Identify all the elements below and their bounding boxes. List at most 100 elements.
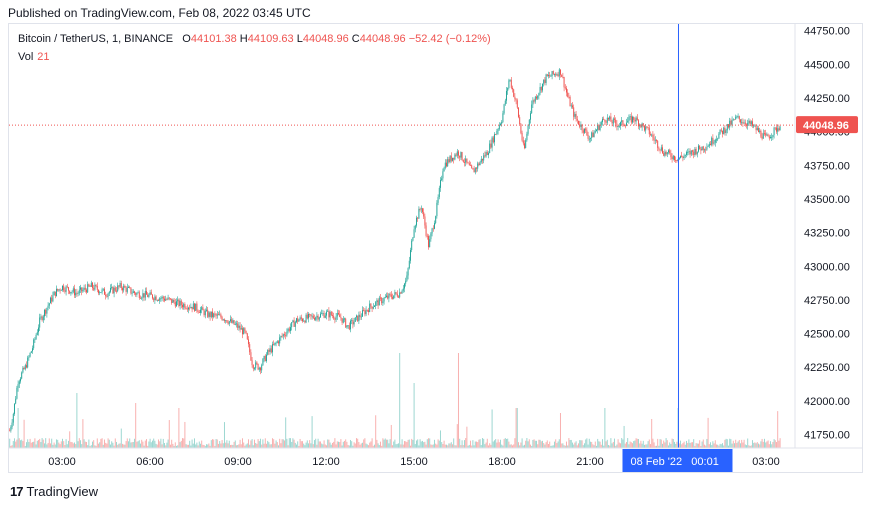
symbol-label[interactable]: Bitcoin / TetherUS, 1, BINANCE bbox=[18, 33, 174, 45]
volume-bar bbox=[593, 445, 595, 448]
tradingview-logo-icon[interactable]: 17 bbox=[10, 484, 24, 499]
time-tick-label: 03:00 bbox=[752, 456, 780, 468]
candle-body bbox=[295, 318, 297, 322]
volume-bar bbox=[437, 439, 439, 448]
volume-bar bbox=[150, 442, 152, 448]
volume-bar bbox=[657, 438, 659, 448]
volume-bar bbox=[521, 438, 523, 448]
volume-bar bbox=[678, 443, 680, 448]
candle-body bbox=[600, 122, 602, 125]
candle-body bbox=[768, 136, 770, 139]
volume-bar bbox=[347, 444, 349, 448]
candle-body bbox=[19, 378, 21, 382]
chart-frame[interactable]: 44750.0044500.0044250.0044000.0043750.00… bbox=[8, 23, 863, 473]
candle-body bbox=[340, 317, 342, 319]
high-value: 44109.63 bbox=[247, 33, 294, 45]
candle-body bbox=[297, 318, 299, 322]
candle-body bbox=[293, 320, 295, 327]
candle-body bbox=[79, 287, 81, 290]
volume-bar bbox=[730, 439, 732, 448]
candle-body bbox=[556, 74, 558, 76]
candle-body bbox=[241, 328, 243, 335]
volume-bar bbox=[193, 438, 195, 448]
volume-bar bbox=[141, 439, 143, 448]
candle-body bbox=[505, 90, 507, 101]
candle-body bbox=[715, 139, 717, 141]
volume-bar bbox=[775, 442, 777, 448]
volume-bar bbox=[118, 443, 120, 448]
price-chart[interactable]: 44750.0044500.0044250.0044000.0043750.00… bbox=[9, 24, 862, 472]
candle-body bbox=[37, 327, 39, 333]
candle-body bbox=[475, 167, 477, 169]
volume-bar bbox=[310, 443, 312, 448]
candle-body bbox=[149, 292, 151, 295]
volume-bar bbox=[349, 439, 351, 448]
volume-bar bbox=[89, 445, 91, 448]
volume-bar bbox=[762, 441, 764, 448]
candle-body bbox=[507, 87, 509, 91]
volume-bar bbox=[216, 439, 218, 448]
volume-bar bbox=[12, 441, 14, 448]
candle-body bbox=[499, 123, 501, 126]
volume-bar bbox=[315, 438, 317, 448]
volume-bar bbox=[681, 444, 683, 448]
candle-body bbox=[157, 300, 159, 301]
candle-body bbox=[137, 292, 139, 294]
volume-bar bbox=[69, 431, 71, 448]
candle-body bbox=[745, 124, 747, 126]
candle-body bbox=[682, 156, 684, 159]
volume-bar bbox=[519, 445, 521, 448]
candle-body bbox=[101, 289, 103, 293]
volume-bar bbox=[215, 439, 217, 448]
candle-body bbox=[232, 320, 234, 323]
candle-body bbox=[624, 125, 626, 127]
volume-bar bbox=[525, 440, 527, 448]
volume-bar bbox=[316, 444, 318, 448]
candle-body bbox=[671, 157, 673, 160]
candle-body bbox=[47, 305, 49, 308]
candle-body bbox=[592, 132, 594, 138]
volume-bar bbox=[498, 442, 500, 448]
time-axis[interactable]: 03:00 06:00 09:00 12:00 15:00 18:00 21:00 03:00 bbox=[48, 456, 780, 468]
volume-bar bbox=[442, 444, 444, 448]
price-tick-label: 42500.00 bbox=[804, 329, 850, 341]
volume-bar bbox=[666, 440, 668, 448]
candle-body bbox=[589, 137, 591, 139]
candle-body bbox=[545, 74, 547, 83]
candle-body bbox=[351, 320, 353, 321]
volume-bar bbox=[16, 439, 18, 448]
volume-bar bbox=[774, 440, 776, 448]
price-axis[interactable]: 44750.0044500.0044250.0044000.0043750.00… bbox=[804, 26, 850, 442]
candle-body bbox=[217, 314, 219, 316]
volume-bar bbox=[466, 426, 468, 448]
volume-label[interactable]: Vol bbox=[18, 51, 34, 63]
candle-body bbox=[708, 143, 710, 147]
candle-body bbox=[337, 312, 339, 315]
candle-body bbox=[459, 155, 461, 158]
candle-body bbox=[621, 120, 623, 123]
volume-bar bbox=[64, 445, 66, 448]
volume-bar bbox=[227, 443, 229, 448]
volume-bar bbox=[366, 444, 368, 448]
volume-bar bbox=[245, 444, 247, 448]
volume-bar bbox=[665, 438, 667, 448]
volume-bar bbox=[589, 441, 591, 448]
volume-bar bbox=[384, 438, 386, 448]
candle-body bbox=[133, 291, 135, 294]
volume-bar bbox=[382, 438, 384, 448]
volume-value: 21 bbox=[37, 51, 50, 63]
volume-bar bbox=[457, 353, 459, 448]
candle-body bbox=[286, 331, 288, 336]
volume-bar bbox=[429, 438, 431, 448]
volume-bar bbox=[599, 441, 601, 448]
volume-bar bbox=[616, 444, 618, 448]
volume-bar bbox=[119, 443, 121, 448]
tradingview-brand[interactable]: TradingView bbox=[26, 484, 99, 499]
candle-body bbox=[90, 282, 92, 287]
candle-body bbox=[237, 323, 239, 328]
candle-body bbox=[721, 130, 723, 134]
volume-bar bbox=[291, 441, 293, 448]
volume-bar bbox=[672, 439, 674, 448]
volume-bar bbox=[65, 439, 67, 448]
volume-bar bbox=[701, 441, 703, 448]
